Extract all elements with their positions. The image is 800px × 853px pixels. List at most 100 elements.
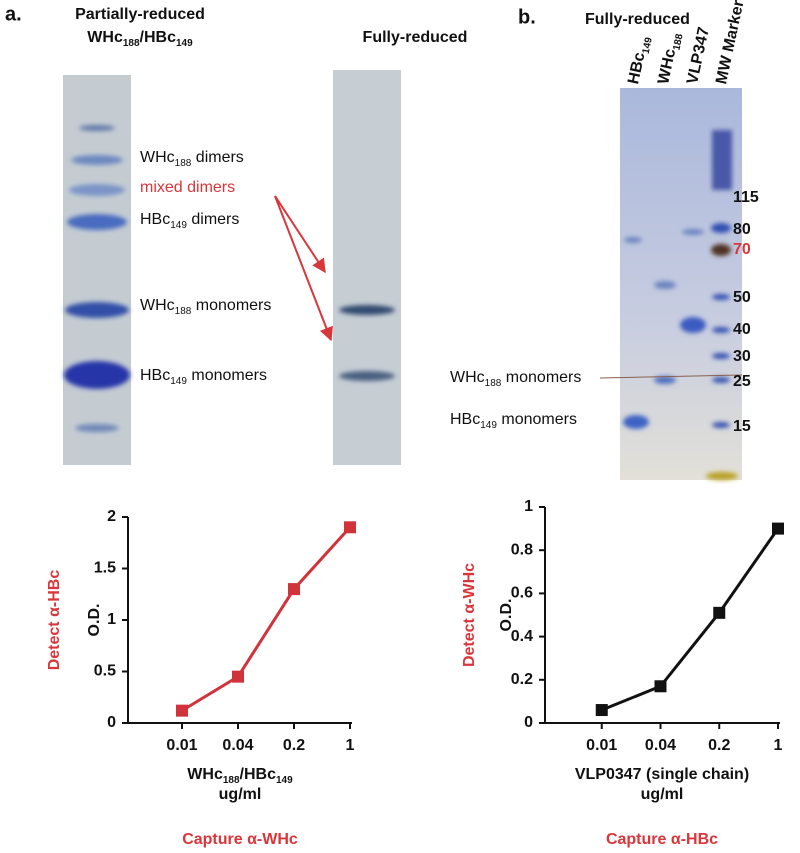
y-tick-label: 0.5 bbox=[94, 663, 116, 680]
lane-label-part: WHc bbox=[655, 47, 679, 85]
gel-title-part: Partially-reduced bbox=[75, 6, 205, 23]
gel-b bbox=[599, 88, 743, 480]
band-label-part: HBc bbox=[140, 211, 170, 228]
gel-title: Fully-reduced bbox=[363, 29, 468, 46]
panel-label: b. bbox=[518, 6, 536, 28]
y-axis-label: O.D. bbox=[498, 599, 515, 632]
x-tick-label: 0.04 bbox=[645, 737, 676, 754]
band-label-part: 149 bbox=[170, 220, 187, 231]
band-label-part: monomers bbox=[187, 367, 267, 384]
x-tick-label: 0.2 bbox=[283, 737, 305, 754]
y-tick-label: 2 bbox=[107, 508, 116, 525]
band-label-part: HBc bbox=[450, 411, 480, 428]
band-label: HBc149 monomers bbox=[450, 411, 577, 431]
band-label-part: WHc bbox=[140, 149, 175, 166]
lane-label: VLP347 bbox=[684, 26, 713, 86]
x-axis-label-part: /HBc bbox=[240, 766, 277, 783]
x-axis-label-part: VLP0347 (single chain) bbox=[575, 766, 749, 783]
gel-full bbox=[333, 70, 401, 465]
gel-title-part: /HBc bbox=[140, 29, 177, 46]
y-tick-label: 0.2 bbox=[511, 671, 533, 688]
x-axis-label: WHc188/HBc149 bbox=[187, 766, 293, 786]
y-tick-label: 0.8 bbox=[511, 541, 533, 558]
band-label: HBc149 monomers bbox=[140, 367, 267, 387]
gel-title-part: 149 bbox=[176, 38, 193, 49]
band-label: HBc149 dimers bbox=[140, 211, 239, 231]
lane-label-part: VLP347 bbox=[684, 26, 713, 86]
arrows bbox=[274, 195, 333, 342]
data-point bbox=[654, 680, 667, 693]
x-axis-label-part: WHc bbox=[187, 766, 223, 783]
lane-label-part: 188 bbox=[672, 32, 686, 51]
lane-label-part: MW Marker bbox=[713, 0, 747, 86]
band-label-part: dimers bbox=[187, 211, 239, 228]
lane-label-part: 149 bbox=[641, 36, 655, 55]
gel-title-part: WHc bbox=[87, 29, 123, 46]
band-label: WHc188 monomers bbox=[450, 369, 581, 389]
band-label: WHc188 monomers bbox=[140, 297, 271, 317]
x-tick-label: 0.2 bbox=[708, 737, 730, 754]
band-label-part: dimers bbox=[191, 149, 243, 166]
data-line bbox=[601, 527, 780, 712]
band-label-part: 149 bbox=[170, 376, 187, 387]
y-tick-label: 0 bbox=[524, 714, 533, 731]
band-label-part: mixed dimers bbox=[140, 179, 235, 196]
data-line bbox=[181, 526, 352, 712]
y-tick-label: 0 bbox=[107, 714, 116, 731]
x-axis-label: ug/ml bbox=[641, 786, 684, 803]
data-point bbox=[772, 522, 784, 535]
x-tick-label: 1 bbox=[774, 737, 783, 754]
mw-label: 80 bbox=[733, 221, 751, 238]
detect-label: Detect α-WHc bbox=[461, 563, 478, 667]
mw-label: 25 bbox=[733, 373, 751, 390]
x-tick-label: 1 bbox=[346, 737, 355, 754]
mw-label: 115 bbox=[733, 189, 759, 206]
mw-label: 40 bbox=[733, 321, 751, 338]
band-label-part: monomers bbox=[501, 369, 581, 386]
data-point bbox=[344, 521, 356, 534]
x-axis-label-part: 149 bbox=[276, 775, 293, 786]
x-tick-label: 0.04 bbox=[222, 737, 253, 754]
band-label-part: 188 bbox=[485, 378, 502, 389]
x-tick-label: 0.01 bbox=[586, 737, 617, 754]
x-axis-label-part: ug/ml bbox=[641, 786, 684, 803]
mw-label: 15 bbox=[733, 418, 751, 435]
gel-title-part: 188 bbox=[123, 38, 140, 49]
lane-label: HBc149 bbox=[625, 34, 655, 86]
lane-label-part: HBc bbox=[625, 51, 648, 86]
mw-label: 30 bbox=[733, 348, 751, 365]
panel-label: a. bbox=[5, 3, 22, 25]
y-tick-label: 1 bbox=[524, 498, 533, 515]
y-tick-label: 1.5 bbox=[94, 560, 116, 577]
detect-label: Detect α-HBc bbox=[46, 570, 63, 671]
band-label-part: 188 bbox=[175, 306, 192, 317]
gel-title: Partially-reduced bbox=[75, 6, 205, 23]
band-label: mixed dimers bbox=[140, 179, 235, 196]
y-axis-label: O.D. bbox=[86, 604, 103, 637]
mw-label: 50 bbox=[733, 289, 751, 306]
lane-label: MW Marker bbox=[713, 0, 747, 86]
x-tick-label: 0.01 bbox=[166, 737, 197, 754]
band-label-part: WHc bbox=[450, 369, 485, 386]
capture-label: Capture α-HBc bbox=[606, 831, 718, 848]
data-point bbox=[288, 583, 300, 596]
data-point bbox=[176, 704, 188, 717]
y-tick-label: 0.4 bbox=[511, 628, 533, 645]
data-point bbox=[232, 670, 244, 683]
mw-label: 70 bbox=[733, 241, 751, 258]
lane-label: WHc188 bbox=[655, 31, 685, 87]
gel-title: WHc188/HBc149 bbox=[87, 29, 193, 49]
gel-title: Fully-reduced bbox=[585, 11, 690, 28]
band-label-part: monomers bbox=[191, 297, 271, 314]
x-axis-label: ug/ml bbox=[219, 786, 262, 803]
band-label-part: 149 bbox=[480, 420, 497, 431]
x-axis-label: VLP0347 (single chain) bbox=[575, 766, 749, 783]
band-label-part: WHc bbox=[140, 297, 175, 314]
x-axis-label-part: ug/ml bbox=[219, 786, 262, 803]
y-tick-label: 1 bbox=[107, 611, 116, 628]
x-axis-label-part: 188 bbox=[223, 775, 240, 786]
capture-label: Capture α-WHc bbox=[182, 831, 298, 848]
data-point bbox=[713, 606, 726, 619]
band-label-part: monomers bbox=[497, 411, 577, 428]
